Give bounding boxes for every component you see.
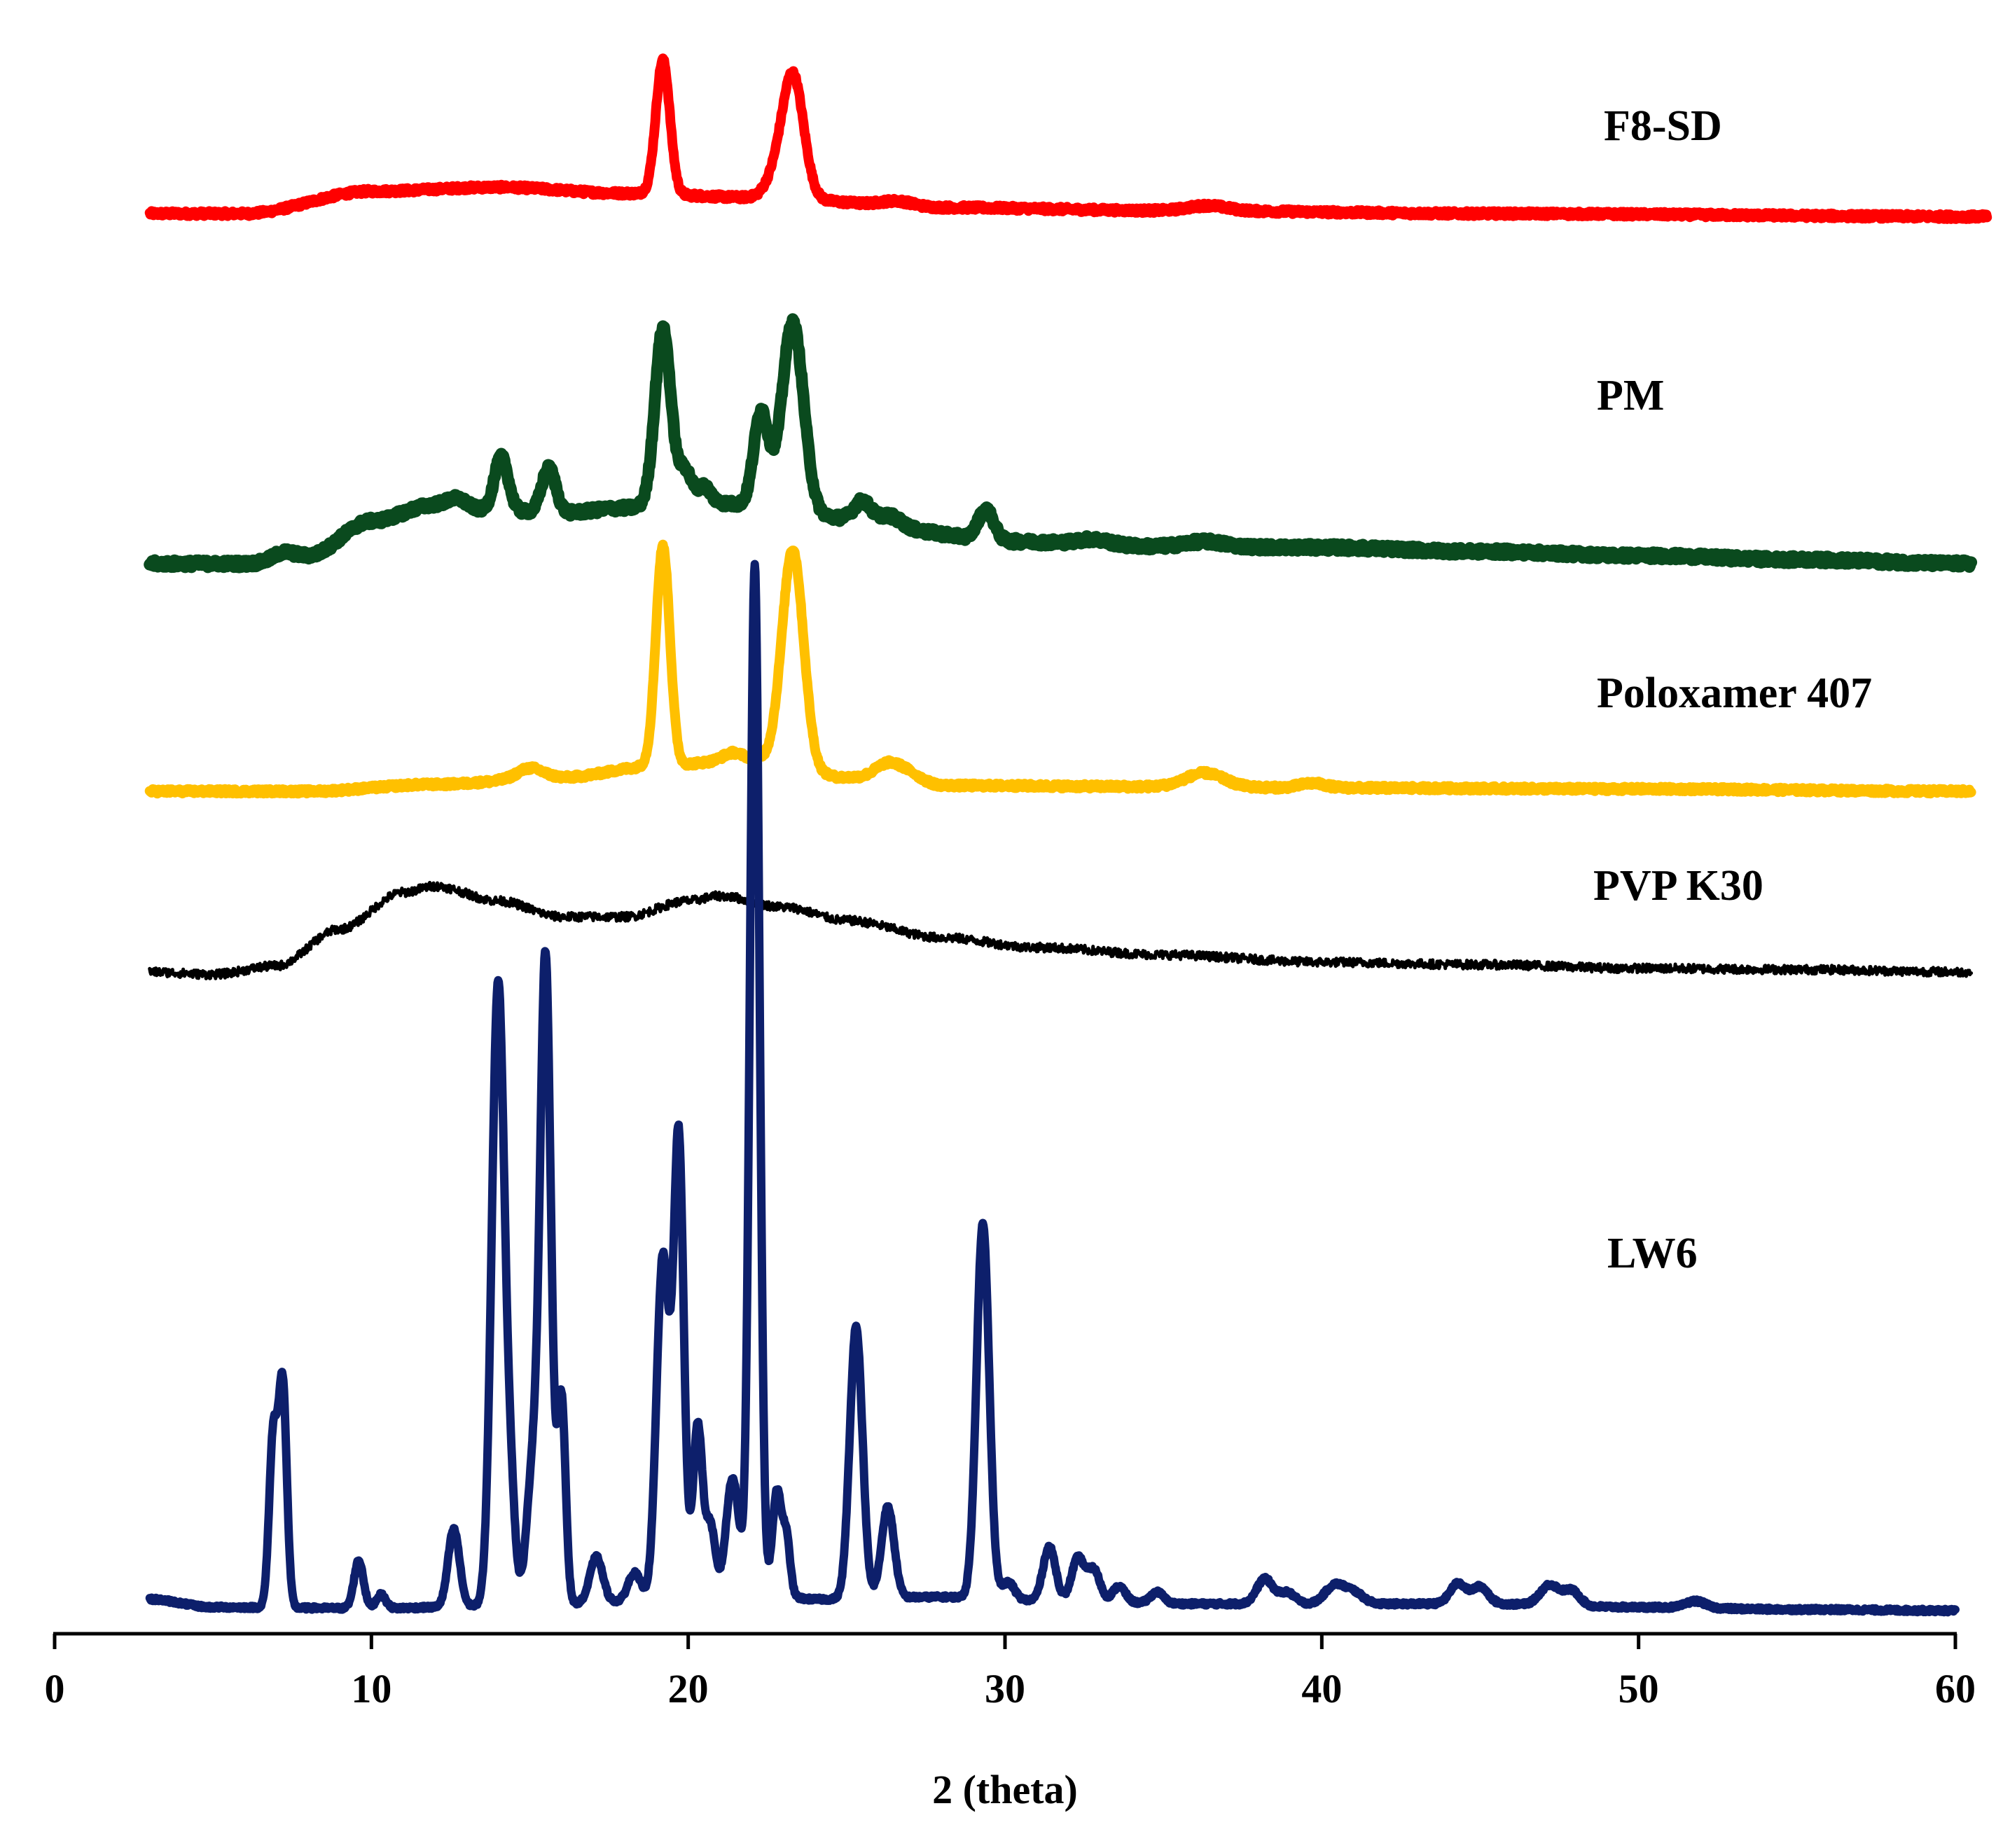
series-label-pm: PM	[1597, 372, 1664, 419]
series-labels: F8-SD PM Poloxamer 407 PVP K30 LW6	[1593, 102, 1872, 1277]
series-label-pvp-k30: PVP K30	[1593, 862, 1763, 910]
x-tick-label-30: 30	[985, 1666, 1025, 1711]
series-label-lw6: LW6	[1607, 1230, 1698, 1277]
series-line-pvp-k30	[148, 880, 1974, 980]
x-tick-label-20: 20	[668, 1666, 709, 1711]
x-tick-label-50: 50	[1619, 1666, 1659, 1711]
series-label-poloxamer-407: Poloxamer 407	[1597, 669, 1872, 717]
x-tick-label-40: 40	[1301, 1666, 1342, 1711]
trace-group	[144, 53, 1992, 1617]
x-tick-label-0: 0	[45, 1666, 65, 1711]
x-tick-label-60: 60	[1935, 1666, 1976, 1711]
series-line-pm	[144, 313, 1978, 574]
x-axis-title: 2 (theta)	[932, 1767, 1078, 1812]
series-line-f8-sd	[144, 53, 1992, 224]
series-label-f8-sd: F8-SD	[1604, 102, 1722, 150]
x-axis: 0 10 20 30 40 50 60	[45, 1632, 1976, 1711]
x-tick-label-10: 10	[351, 1666, 391, 1711]
series-line-poloxamer-407	[144, 539, 1976, 799]
series-line-lw6	[145, 560, 1960, 1617]
